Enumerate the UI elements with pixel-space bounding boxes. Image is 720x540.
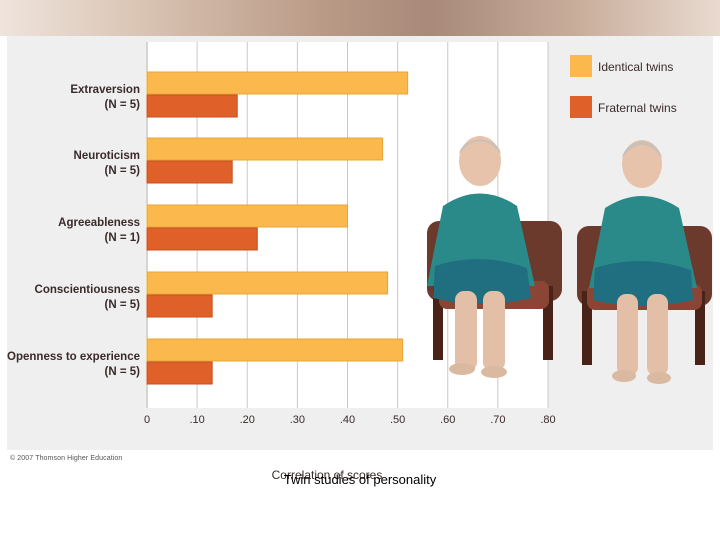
category-label-openness: Openness to experience (N = 5) xyxy=(7,350,140,380)
category-n: (N = 5) xyxy=(104,165,140,177)
slide-caption: Twin studies of personality xyxy=(283,472,437,487)
category-n: (N = 5) xyxy=(104,366,140,378)
bar-identical xyxy=(146,71,409,95)
x-axis-label: Correlation of scores xyxy=(271,468,383,482)
category-label-neuroticism: Neuroticism (N = 5) xyxy=(7,149,140,179)
x-tick-label: .80 xyxy=(540,414,555,426)
category-n: (N = 5) xyxy=(104,99,140,111)
x-tick-labels: 0 .10 .20 .30 .40 .50 .60 .70 .80 xyxy=(144,414,556,426)
bar-fraternal xyxy=(146,227,258,251)
category-n: (N = 1) xyxy=(104,232,140,244)
bars xyxy=(146,71,409,385)
bar-identical xyxy=(146,338,404,362)
category-label-extraversion: Extraversion (N = 5) xyxy=(7,83,140,113)
bar-fraternal xyxy=(146,294,213,318)
x-tick-label: .20 xyxy=(240,414,255,426)
x-tick-label: .30 xyxy=(290,414,305,426)
category-name: Agreeableness xyxy=(58,217,140,229)
bar-identical xyxy=(146,271,389,295)
category-label-agreeableness: Agreeableness (N = 1) xyxy=(7,216,140,246)
x-tick-label: .10 xyxy=(189,414,204,426)
bar-fraternal xyxy=(146,361,213,385)
x-tick-label: .60 xyxy=(440,414,455,426)
legend-swatch-fraternal xyxy=(570,96,592,118)
category-name: Conscientiousness xyxy=(34,284,140,296)
category-name: Extraversion xyxy=(70,84,140,96)
category-label-conscientiousness: Conscientiousness (N = 5) xyxy=(7,283,140,313)
bar-identical xyxy=(146,137,384,161)
bar-identical xyxy=(146,204,348,228)
category-name: Neuroticism xyxy=(73,150,140,162)
legend xyxy=(570,55,592,118)
top-decorative-band xyxy=(0,0,720,36)
x-tick-label: .40 xyxy=(340,414,355,426)
x-tick-label: 0 xyxy=(144,414,150,426)
twins-photo xyxy=(427,136,712,384)
copyright-notice: © 2007 Thomson Higher Education xyxy=(10,455,123,462)
category-name: Openness to experience xyxy=(7,351,140,363)
left-twin xyxy=(427,136,535,378)
figure-panel: 0 .10 .20 .30 .40 .50 .60 .70 .80 xyxy=(7,36,713,482)
category-n: (N = 5) xyxy=(104,299,140,311)
bar-fraternal xyxy=(146,160,233,184)
x-tick-label: .50 xyxy=(390,414,405,426)
legend-label-identical: Identical twins xyxy=(598,60,674,74)
x-tick-label: .70 xyxy=(490,414,505,426)
right-twin xyxy=(589,140,697,384)
bar-fraternal xyxy=(146,94,238,118)
legend-label-fraternal: Fraternal twins xyxy=(598,101,677,115)
legend-swatch-identical xyxy=(570,55,592,77)
